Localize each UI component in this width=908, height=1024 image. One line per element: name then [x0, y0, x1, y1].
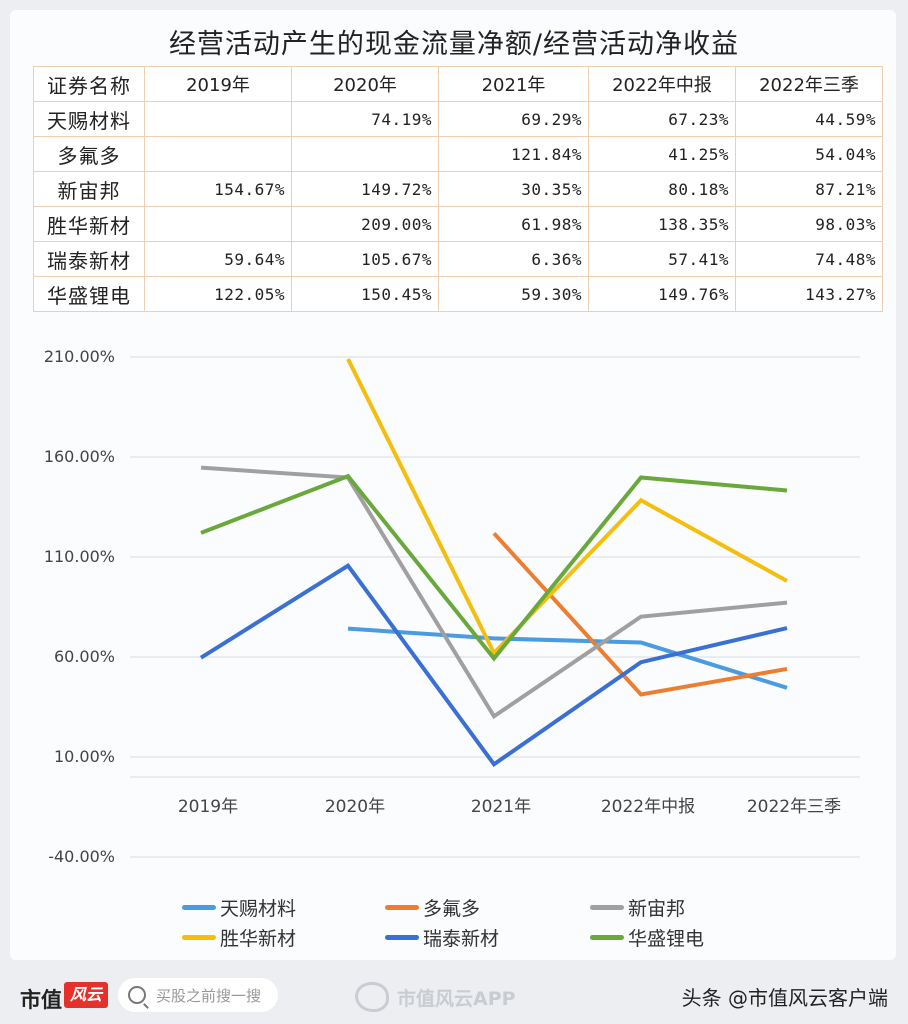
table-row: 新宙邦 154.67% 149.72% 30.35% 80.18% 87.21% — [33, 171, 883, 207]
series-line — [346, 358, 788, 657]
table-cell: 105.67% — [291, 241, 439, 277]
series-line — [200, 473, 788, 662]
table-cell: 87.21% — [735, 171, 883, 207]
legend-item: 天赐材料 — [182, 894, 296, 921]
line-chart — [130, 356, 860, 858]
brand-logo-text: 市值 — [20, 987, 62, 1012]
search-placeholder: 买股之前搜一搜 — [156, 986, 262, 1005]
table-cell: 54.04% — [735, 136, 883, 172]
legend-item: 多氟多 — [385, 894, 480, 921]
legend-swatch — [590, 905, 624, 910]
x-tick-label: 2019年 — [177, 797, 239, 817]
watermark-text: 市值风云APP — [397, 987, 516, 1010]
table-row: 天赐材料 74.19% 69.29% 67.23% 44.59% — [33, 101, 883, 137]
table-cell: 74.48% — [735, 241, 883, 277]
table-cell: 154.67% — [144, 171, 292, 207]
series-line — [347, 626, 788, 690]
search-box[interactable]: 买股之前搜一搜 — [118, 978, 278, 1012]
series-line — [492, 531, 788, 697]
table-cell: 209.00% — [291, 206, 439, 242]
y-tick-label: 160.00% — [43, 447, 115, 466]
table-row: 多氟多 121.84% 41.25% 54.04% — [33, 136, 883, 172]
table-cell: 59.30% — [438, 276, 589, 312]
search-icon — [128, 986, 146, 1004]
brand-logo-badge: 风云 — [64, 982, 108, 1008]
y-tick-label: 60.00% — [53, 647, 115, 666]
table-cell: 149.72% — [291, 171, 439, 207]
table-cell: 67.23% — [588, 101, 736, 137]
table-cell — [144, 101, 292, 137]
legend-swatch — [385, 935, 419, 940]
legend-item: 新宙邦 — [590, 894, 685, 921]
table-cell: 122.05% — [144, 276, 292, 312]
legend-swatch — [385, 905, 419, 910]
table-cell: 143.27% — [735, 276, 883, 312]
legend-label: 胜华新材 — [220, 928, 297, 950]
x-tick-label: 2020年 — [324, 797, 386, 817]
series-line — [200, 465, 788, 720]
legend-label: 瑞泰新材 — [423, 928, 500, 950]
table-cell-name: 华盛锂电 — [33, 276, 145, 312]
table-cell: 121.84% — [438, 136, 589, 172]
table-cell: 98.03% — [735, 206, 883, 242]
series-line — [199, 562, 788, 768]
table-cell: 149.76% — [588, 276, 736, 312]
table-row: 华盛锂电 122.05% 150.45% 59.30% 149.76% 143.… — [33, 276, 883, 312]
y-tick-label: 10.00% — [53, 747, 115, 766]
table-cell: 30.35% — [438, 171, 589, 207]
x-tick-label: 2022年三季 — [746, 797, 842, 817]
legend-item: 华盛锂电 — [590, 924, 704, 951]
source-credit: 头条 @市值风云客户端 — [681, 986, 888, 1010]
table-cell-name: 新宙邦 — [33, 171, 145, 207]
x-tick-label: 2022年中报 — [600, 797, 696, 817]
watermark: 市值风云APP — [355, 982, 516, 1012]
legend-swatch — [182, 935, 216, 940]
table-row: 瑞泰新材 59.64% 105.67% 6.36% 57.41% 74.48% — [33, 241, 883, 277]
table-cell: 41.25% — [588, 136, 736, 172]
legend-label: 天赐材料 — [220, 898, 297, 920]
y-tick-label: 210.00% — [43, 347, 115, 366]
table-header-row: 证券名称 2019年 2020年 2021年 2022年中报 2022年三季 — [33, 66, 883, 102]
legend-item: 瑞泰新材 — [385, 924, 499, 951]
table-cell-name: 胜华新材 — [33, 206, 145, 242]
table-cell: 150.45% — [291, 276, 439, 312]
table-header-cell: 证券名称 — [33, 66, 145, 102]
legend-label: 华盛锂电 — [628, 928, 705, 950]
table-header-cell: 2019年 — [144, 66, 292, 102]
data-table: 证券名称 2019年 2020年 2021年 2022年中报 2022年三季 天… — [33, 66, 883, 312]
legend-label: 新宙邦 — [628, 898, 686, 920]
legend-swatch — [182, 905, 216, 910]
table-cell-name: 多氟多 — [33, 136, 145, 172]
chart-title: 经营活动产生的现金流量净额/经营活动净收益 — [168, 29, 740, 60]
legend-label: 多氟多 — [423, 898, 481, 920]
table-cell: 6.36% — [438, 241, 589, 277]
weibo-icon — [355, 982, 389, 1012]
legend-swatch — [590, 935, 624, 940]
legend-item: 胜华新材 — [182, 924, 296, 951]
footer-bar: 市值 风云 买股之前搜一搜 市值风云APP 头条 @市值风云客户端 — [0, 966, 908, 1024]
y-tick-label: -40.00% — [48, 847, 115, 866]
table-cell — [144, 136, 292, 172]
table-cell — [291, 136, 439, 172]
table-cell: 74.19% — [291, 101, 439, 137]
y-tick-label: 110.00% — [43, 547, 115, 566]
table-header-cell: 2022年中报 — [588, 66, 736, 102]
x-tick-label: 2021年 — [470, 797, 532, 817]
table-cell: 61.98% — [438, 206, 589, 242]
